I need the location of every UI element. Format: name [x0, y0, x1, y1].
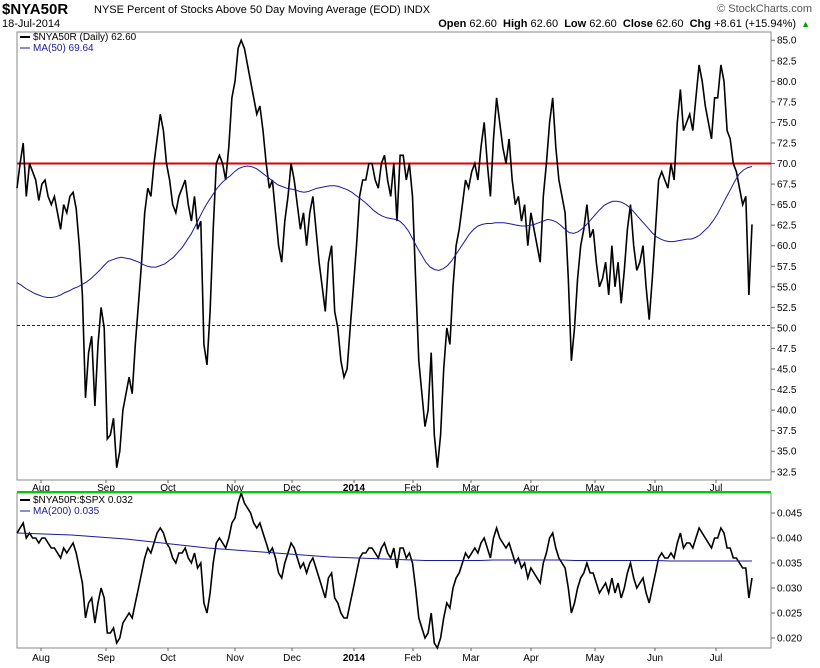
series-line-1 [16, 37, 753, 468]
ticker-symbol: $NYA50R [2, 1, 69, 18]
legend-label: $NYA50R:$SPX 0.032 [33, 495, 133, 506]
quote-low-label: Low [564, 18, 587, 30]
y-tick-label: 45.0 [777, 365, 797, 376]
quote-chg-value: +8.61 (+15.94%) [714, 18, 797, 30]
y-tick-label: 62.5 [777, 221, 797, 232]
chart-panel-1: 85.0 82.5 80.0 77.5 75.0 72.5 70.0 67.5 65.0 62.5… [16, 31, 797, 494]
x-tick-label: Oct [160, 483, 176, 494]
chart-header: $NYA50R NYSE Percent of Stocks Above 50 … [0, 0, 820, 32]
y-tick-label: 60.0 [777, 241, 797, 252]
x-tick-label: Dec [283, 483, 301, 494]
y-tick-label: 82.5 [777, 56, 797, 67]
x-tick-label: Aug [32, 483, 50, 494]
x-tick-label: Apr [523, 483, 539, 494]
quote-close-value: 62.60 [655, 18, 684, 30]
quote-low-value: 62.60 [589, 18, 617, 30]
x-tick-label: May [586, 483, 605, 494]
y-tick-label: 70.0 [777, 159, 797, 170]
quote-close-label: Close [622, 18, 653, 30]
x-tick-label: Aug [32, 653, 50, 664]
x-tick-label: Oct [160, 653, 176, 664]
quote-high-label: High [503, 18, 528, 30]
x-tick-label: Nov [226, 653, 244, 664]
x-tick-label: Sep [97, 653, 115, 664]
quote-open-value: 62.60 [469, 18, 497, 30]
ma-line-1 [16, 165, 753, 298]
y-tick-label: 40.0 [777, 406, 797, 417]
y-tick-label: 65.0 [777, 200, 797, 211]
y-tick-label: 35.0 [777, 447, 797, 458]
plot-frame [16, 31, 772, 481]
y-tick-label: 0.020 [777, 634, 802, 645]
x-tick-label: Jul [710, 483, 723, 494]
y-tick-label: 0.040 [777, 534, 802, 545]
x-tick-label: May [586, 653, 605, 664]
x-tick-label: Jun [647, 483, 663, 494]
legend-label: MA(50) 69.64 [33, 43, 94, 54]
up-arrow-icon: ▲ [801, 19, 810, 29]
plot-frame [16, 492, 772, 649]
y-tick-label: 42.5 [777, 385, 797, 396]
y-tick-label: 85.0 [777, 36, 797, 47]
y-tick-label: 57.5 [777, 262, 797, 273]
chart-description: NYSE Percent of Stocks Above 50 Day Movi… [94, 4, 431, 16]
x-tick-label: Sep [97, 483, 115, 494]
y-tick-label: 52.5 [777, 303, 797, 314]
legend-label: $NYA50R (Daily) 62.60 [33, 32, 137, 43]
ma-line-2 [16, 532, 752, 562]
x-tick-label: Feb [404, 483, 422, 494]
source-logo[interactable]: © StockCharts.com [717, 3, 812, 15]
quote-high-value: 62.60 [530, 18, 559, 30]
y-tick-label: 0.025 [777, 609, 802, 620]
x-tick-label: Mar [462, 653, 480, 664]
y-tick-label: 80.0 [777, 77, 797, 88]
y-tick-label: 47.5 [777, 344, 797, 355]
y-tick-label: 50.0 [777, 323, 797, 334]
y-tick-label: 0.035 [777, 559, 802, 570]
y-tick-label: 67.5 [777, 180, 797, 191]
y-tick-label: 0.030 [777, 584, 802, 595]
y-tick-label: 32.5 [777, 467, 797, 478]
y-tick-label: 77.5 [777, 97, 797, 108]
y-tick-label: 75.0 [777, 118, 797, 129]
x-tick-label: 2014 [343, 653, 366, 664]
x-tick-label: 2014 [343, 483, 366, 494]
y-tick-label: 37.5 [777, 426, 797, 437]
quote-summary: Open 62.60 High 62.60 Low 62.60 Close 62… [438, 18, 810, 30]
x-tick-label: Jun [647, 653, 663, 664]
x-tick-label: Feb [404, 653, 422, 664]
legend-label: MA(200) 0.035 [33, 506, 100, 517]
x-tick-label: Nov [226, 483, 244, 494]
x-tick-label: Jul [710, 653, 723, 664]
y-tick-label: 55.0 [777, 282, 797, 293]
chart-date: 18-Jul-2014 [2, 18, 61, 30]
x-tick-label: Apr [523, 653, 539, 664]
y-tick-label: 72.5 [777, 138, 797, 149]
y-tick-label: 0.045 [777, 509, 802, 520]
x-tick-label: Dec [283, 653, 301, 664]
quote-open-label: Open [438, 18, 467, 30]
chart-panel-2: 0.045 0.040 0.035 0.030 0.025 0.020 Aug Sep Oct N… [16, 490, 802, 664]
series-line-2 [16, 490, 753, 650]
x-tick-label: Mar [462, 483, 480, 494]
quote-chg-label: Chg [689, 18, 711, 30]
